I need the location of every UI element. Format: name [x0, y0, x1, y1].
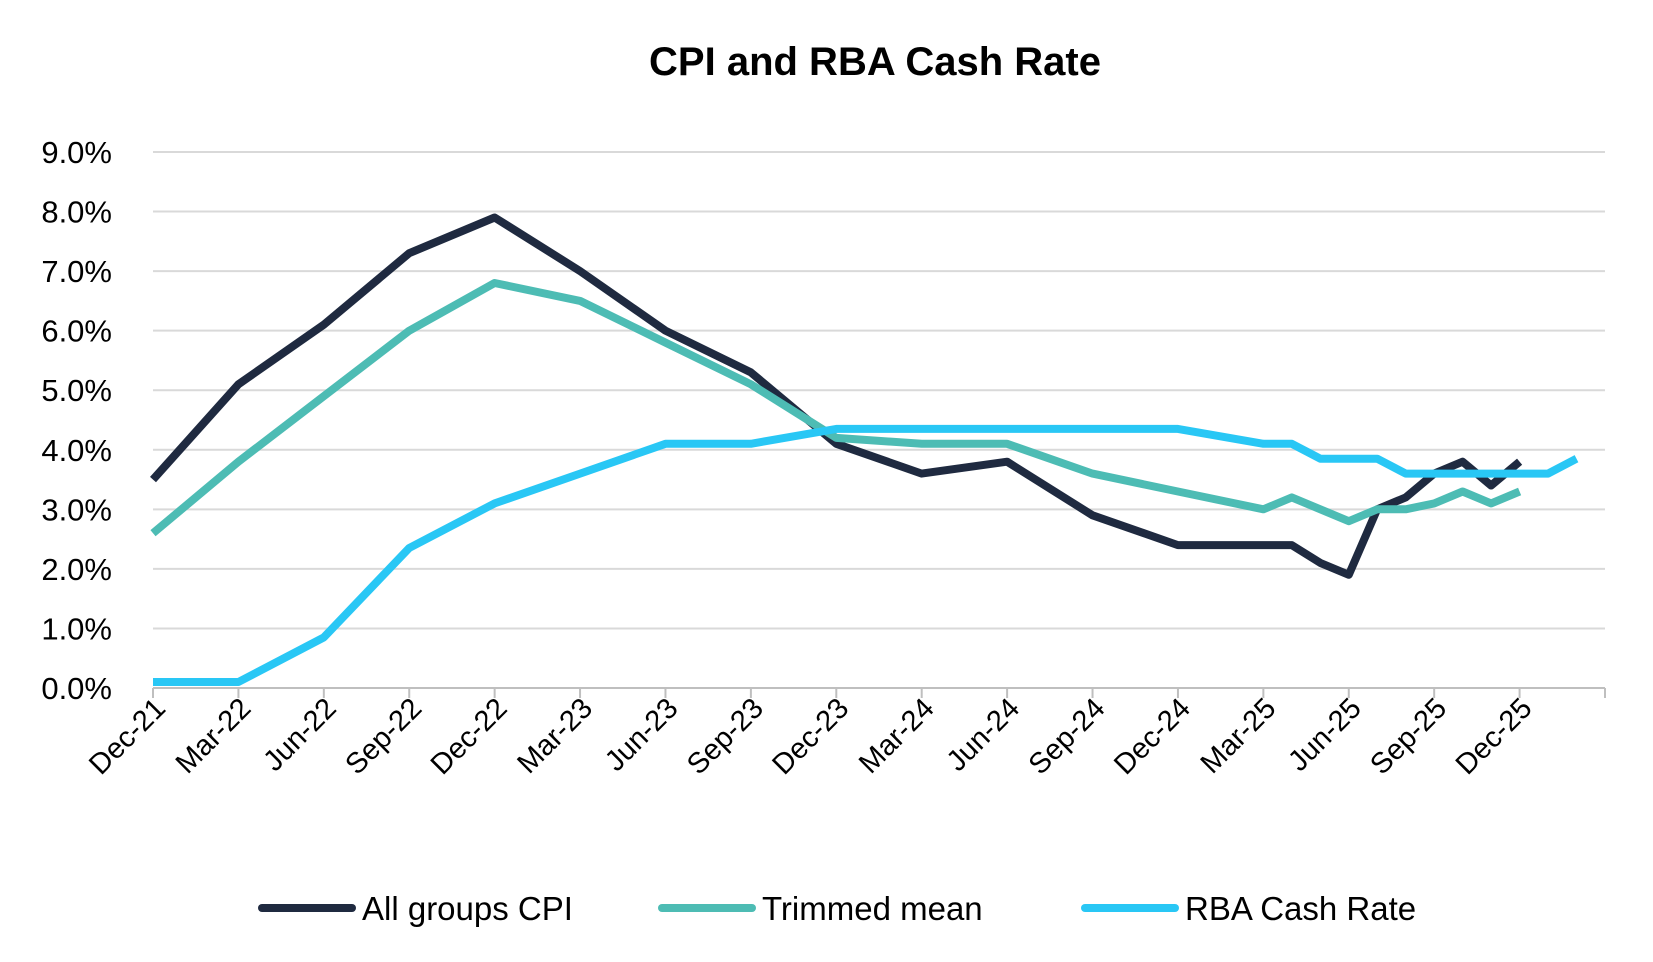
series-lines — [150, 213, 1579, 686]
series-line-rba-cash-rate — [153, 424, 1579, 686]
x-tick-label: Jun-23 — [599, 692, 684, 777]
series-line-all-groups-cpi — [150, 213, 1523, 579]
y-tick-label: 1.0% — [41, 611, 112, 646]
legend: All groups CPI Trimmed mean RBA Cash Rate — [258, 890, 1416, 927]
y-tick-label: 7.0% — [41, 254, 112, 289]
x-tick-label: Jun-22 — [257, 692, 342, 777]
x-tick-label: Sep-23 — [681, 692, 770, 781]
gridlines — [153, 151, 1605, 630]
legend-label-trimmed-mean: Trimmed mean — [762, 890, 983, 927]
series-line-trimmed-mean — [150, 279, 1522, 537]
y-tick-label: 9.0% — [41, 135, 112, 170]
x-tick-label: Jun-24 — [941, 692, 1026, 777]
x-tick-label: Dec-23 — [767, 692, 856, 781]
y-tick-label: 3.0% — [41, 492, 112, 527]
x-tick-label: Sep-24 — [1023, 692, 1112, 781]
x-tick-label: Jun-25 — [1282, 692, 1367, 777]
x-tick-label: Sep-22 — [339, 692, 428, 781]
y-axis-tick-labels: 0.0% 1.0% 2.0% 3.0% 4.0% 5.0% 6.0% 7.0% 8.0% 9.0% — [41, 135, 112, 706]
x-tick-label: Mar-23 — [511, 692, 599, 780]
y-tick-label: 5.0% — [41, 373, 112, 408]
x-tick-label: Mar-22 — [170, 692, 258, 780]
x-tick-label: Mar-25 — [1195, 692, 1283, 780]
x-tick-label: Dec-24 — [1108, 692, 1197, 781]
y-tick-label: 4.0% — [41, 433, 112, 468]
chart-title: CPI and RBA Cash Rate — [649, 40, 1101, 84]
x-tick-label: Dec-22 — [425, 692, 514, 781]
x-axis — [152, 687, 1606, 698]
y-tick-label: 2.0% — [41, 552, 112, 587]
legend-label-all-groups-cpi: All groups CPI — [362, 890, 573, 927]
y-tick-label: 0.0% — [41, 671, 112, 706]
x-tick-label: Mar-24 — [853, 692, 941, 780]
legend-label-rba-cash-rate: RBA Cash Rate — [1185, 890, 1416, 927]
x-tick-label: Dec-25 — [1450, 692, 1539, 781]
y-tick-label: 6.0% — [41, 314, 112, 349]
x-tick-label: Sep-25 — [1364, 692, 1453, 781]
y-tick-label: 8.0% — [41, 195, 112, 230]
